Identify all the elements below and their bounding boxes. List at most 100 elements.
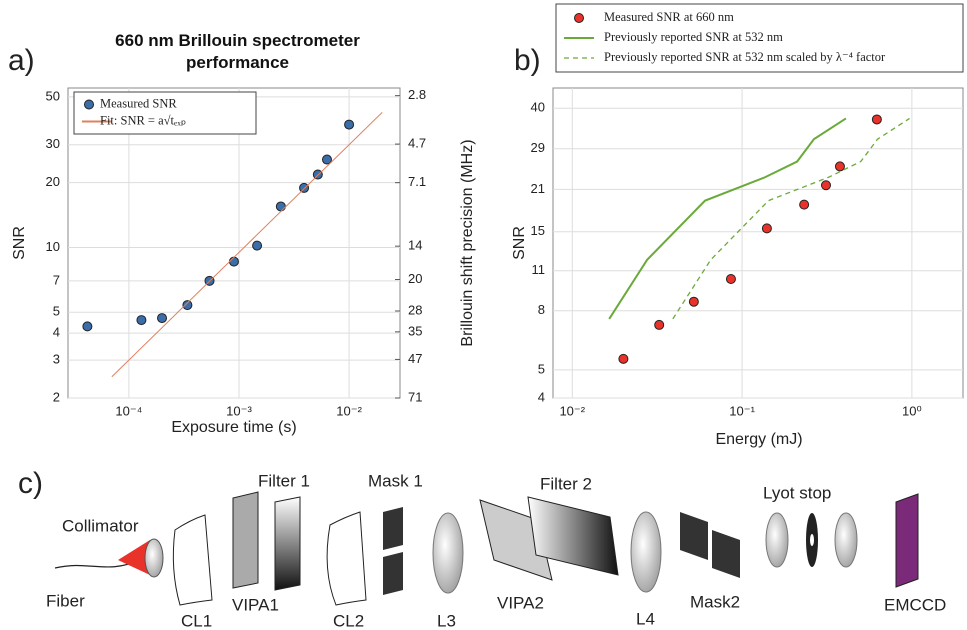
label: Mask2 bbox=[690, 592, 740, 611]
diagram: c) Collimator Fiber CL1 VIPA1 Filter 1 M… bbox=[18, 467, 946, 630]
lens bbox=[326, 511, 367, 606]
filter bbox=[527, 496, 619, 576]
point bbox=[136, 315, 147, 326]
panel-label: b) bbox=[514, 44, 541, 77]
label: Filter 1 bbox=[258, 471, 310, 490]
y-tick-label: 3 bbox=[53, 352, 60, 367]
y2-tick-label: 28 bbox=[408, 302, 422, 317]
lens bbox=[172, 514, 213, 606]
mask bbox=[383, 507, 403, 550]
y-tick-label: 8 bbox=[538, 302, 545, 317]
x-tick-label: 10⁻² bbox=[559, 403, 585, 418]
lens bbox=[765, 512, 789, 568]
legend-label: Previously reported SNR at 532 nm bbox=[604, 30, 783, 44]
legend-label: Fit: SNR = a√tₑₓₚ bbox=[100, 113, 186, 127]
x-tick-label: 10⁰ bbox=[902, 403, 922, 418]
y-axis-label: SNR bbox=[11, 226, 28, 260]
point bbox=[312, 169, 323, 180]
chart-title: 660 nm Brillouin spectrometer performanc… bbox=[115, 31, 360, 72]
point bbox=[820, 180, 831, 191]
y-tick-label: 40 bbox=[531, 100, 545, 115]
y-tick-label: 5 bbox=[53, 304, 60, 319]
point bbox=[871, 114, 882, 125]
y2-tick-label: 14 bbox=[408, 238, 422, 253]
y2-tick-label: 7.1 bbox=[408, 174, 426, 189]
point bbox=[654, 319, 665, 330]
x-axis-label: Exposure time (s) bbox=[171, 419, 296, 436]
y-tick-label: 29 bbox=[531, 140, 545, 155]
plot-area bbox=[552, 87, 964, 399]
y-tick-label: 2 bbox=[53, 389, 60, 404]
mask bbox=[383, 552, 403, 595]
beam bbox=[118, 540, 150, 575]
line bbox=[672, 117, 910, 320]
point bbox=[157, 313, 168, 324]
mask bbox=[712, 530, 740, 578]
y2-tick-label: 47 bbox=[408, 351, 422, 366]
legend-symbol bbox=[574, 13, 584, 23]
y-tick-label: 7 bbox=[53, 272, 60, 287]
plot-area bbox=[67, 87, 401, 399]
label: Lyot stop bbox=[763, 483, 831, 502]
label: Collimator bbox=[62, 516, 139, 535]
y2-tick-label: 20 bbox=[408, 271, 422, 286]
point bbox=[299, 182, 310, 193]
label: EMCCD bbox=[884, 595, 946, 614]
lens bbox=[432, 512, 464, 594]
legend-symbol bbox=[84, 99, 94, 110]
point bbox=[321, 154, 332, 165]
y-tick-label: 20 bbox=[46, 174, 60, 189]
point bbox=[799, 199, 810, 210]
label: Fiber bbox=[46, 591, 85, 610]
point bbox=[252, 240, 263, 251]
point bbox=[725, 273, 736, 284]
y-tick-label: 5 bbox=[538, 361, 545, 376]
mask bbox=[680, 512, 708, 560]
point bbox=[82, 321, 93, 332]
label: L4 bbox=[636, 609, 655, 628]
panel-label: c) bbox=[18, 467, 43, 500]
y2-tick-label: 35 bbox=[408, 323, 422, 338]
line bbox=[111, 111, 383, 378]
y-tick-label: 21 bbox=[531, 181, 545, 196]
y2-tick-label: 71 bbox=[408, 389, 422, 404]
y-tick-label: 11 bbox=[532, 262, 546, 277]
label: CL1 bbox=[181, 611, 212, 630]
lens bbox=[834, 512, 858, 568]
vipa bbox=[232, 491, 259, 589]
legend-label: Measured SNR at 660 nm bbox=[604, 10, 734, 24]
y-tick-label: 10 bbox=[46, 239, 60, 254]
legend-box bbox=[555, 3, 964, 73]
point bbox=[228, 256, 239, 267]
label: Mask 1 bbox=[368, 471, 423, 490]
y2-axis-label: Brillouin shift precision (MHz) bbox=[459, 139, 476, 346]
label: L3 bbox=[437, 611, 456, 630]
y2-tick-label: 2.8 bbox=[408, 87, 426, 102]
legend-box bbox=[73, 91, 257, 135]
x-tick-label: 10⁻¹ bbox=[729, 403, 755, 418]
y-tick-label: 4 bbox=[538, 389, 545, 404]
point bbox=[688, 296, 699, 307]
point bbox=[182, 300, 193, 311]
x-tick-label: 10⁻⁴ bbox=[115, 403, 142, 418]
point bbox=[761, 223, 772, 234]
point bbox=[344, 119, 355, 130]
collimator bbox=[144, 538, 164, 578]
y-tick-label: 15 bbox=[531, 223, 545, 238]
lyot-stop bbox=[810, 534, 814, 546]
x-tick-label: 10⁻² bbox=[336, 403, 362, 418]
lens bbox=[630, 511, 662, 593]
point bbox=[275, 201, 286, 212]
y2-tick-label: 4.7 bbox=[408, 136, 426, 151]
legend-label: Previously reported SNR at 532 nm scaled… bbox=[604, 50, 886, 64]
point bbox=[834, 161, 845, 172]
y-tick-label: 50 bbox=[46, 88, 60, 103]
y-axis-label: SNR bbox=[511, 226, 528, 260]
legend-label: Measured SNR bbox=[100, 96, 177, 110]
filter bbox=[274, 496, 301, 591]
label: Filter 2 bbox=[540, 474, 592, 493]
x-axis-label: Energy (mJ) bbox=[715, 431, 802, 448]
y-tick-label: 30 bbox=[46, 136, 60, 151]
